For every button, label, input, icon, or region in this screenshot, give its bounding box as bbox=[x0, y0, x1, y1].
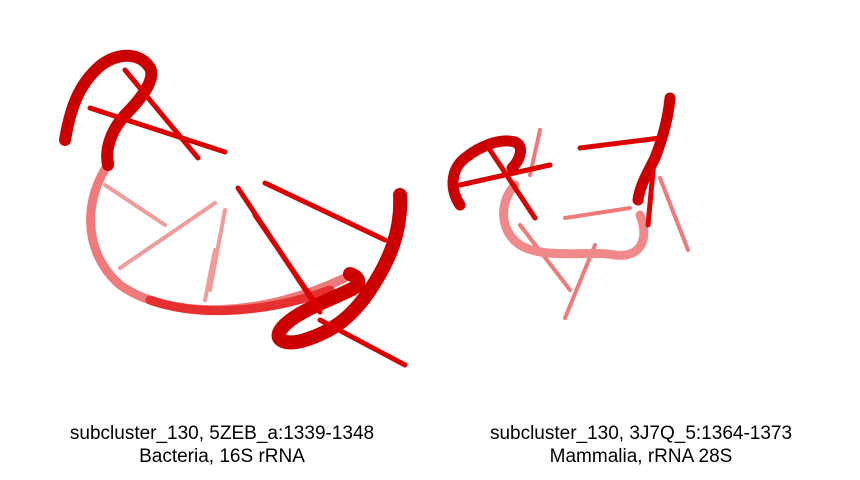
caption-right-line2: Mammalia, rRNA 28S bbox=[549, 446, 733, 467]
base-sticks-right bbox=[457, 135, 663, 228]
faded-base-sticks-right bbox=[518, 128, 690, 320]
caption-left: subcluster_130, 5ZEB_a:1339-1348 Bacteri… bbox=[0, 422, 444, 468]
backbone-top-loop-left bbox=[59, 49, 158, 171]
base-sticks-top-left bbox=[87, 67, 228, 161]
base-sticks-bottom-left bbox=[235, 180, 408, 368]
faded-base-sticks-left bbox=[103, 183, 227, 302]
caption-right: subcluster_130, 3J7Q_5:1364-1373 Mammali… bbox=[430, 422, 852, 468]
caption-right-line1: subcluster_130, 3J7Q_5:1364-1373 bbox=[489, 423, 793, 444]
caption-left-line2: Bacteria, 16S rRNA bbox=[139, 446, 305, 467]
backbone-faded-right bbox=[499, 180, 649, 260]
backbone-top-loop-right bbox=[447, 135, 527, 211]
caption-left-line1: subcluster_130, 5ZEB_a:1339-1348 bbox=[69, 423, 375, 444]
backbone-bottom-loop-left bbox=[271, 188, 408, 350]
